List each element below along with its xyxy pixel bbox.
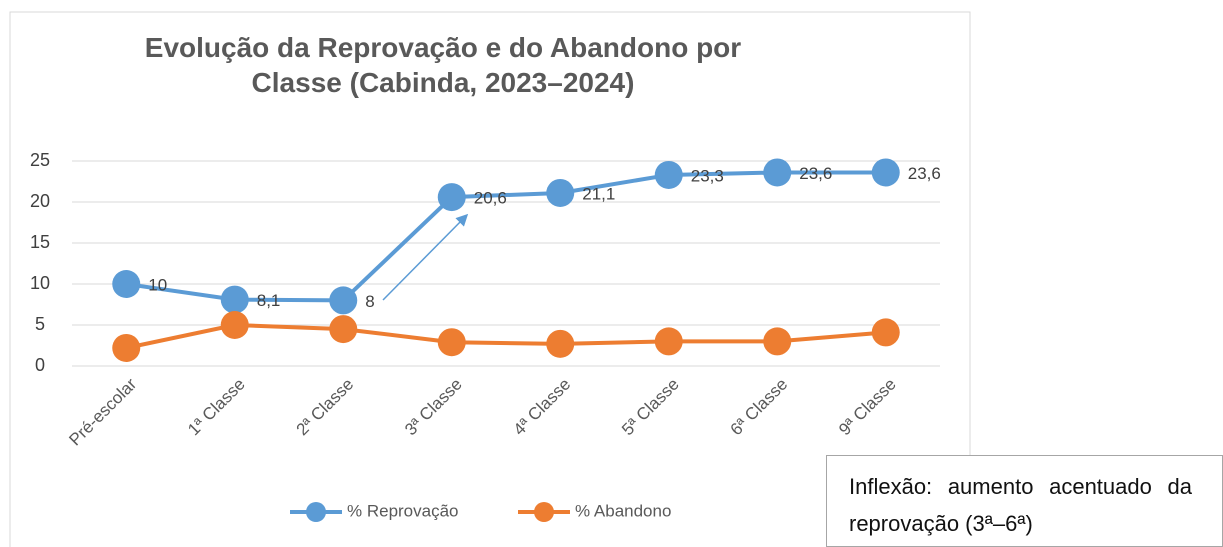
- y-tick-label: 25: [30, 150, 50, 170]
- chart-frame: [9, 11, 971, 547]
- point: [763, 158, 792, 187]
- legend-marker: [306, 502, 326, 522]
- point: [437, 328, 466, 357]
- legend-marker: [534, 502, 554, 522]
- legend-label: % Reprovação: [347, 501, 459, 520]
- arrow: [382, 213, 469, 301]
- y-tick-label: 15: [30, 232, 50, 252]
- data-label: 23,3: [691, 166, 724, 185]
- point: [546, 178, 575, 207]
- point: [546, 329, 575, 358]
- data-label: 23,6: [908, 164, 941, 183]
- y-tick-label: 0: [35, 355, 45, 375]
- data-label: 20,6: [474, 189, 507, 208]
- point: [112, 270, 141, 298]
- point: [763, 327, 792, 356]
- data-label: 23,6: [799, 164, 832, 183]
- point: [871, 158, 900, 187]
- point: [654, 327, 683, 356]
- data-label: 10: [148, 275, 167, 294]
- point: [220, 311, 249, 339]
- annotation: Inflexão: aumento acentuado da reprovaçã…: [826, 455, 1223, 547]
- point: [437, 183, 466, 212]
- data-label: 8,1: [257, 291, 281, 310]
- y-tick-label: 10: [30, 273, 50, 293]
- point: [112, 333, 141, 362]
- point: [329, 315, 358, 344]
- series-line: [125, 322, 886, 350]
- y-tick-label: 20: [30, 191, 50, 211]
- legend-label: % Abandono: [575, 501, 671, 520]
- data-label: 8: [365, 292, 374, 311]
- point: [220, 285, 249, 314]
- point: [871, 318, 900, 347]
- data-label: 21,1: [582, 184, 615, 203]
- point: [654, 160, 683, 189]
- series-line: [125, 170, 886, 303]
- y-tick-label: 5: [35, 314, 45, 334]
- chart-title: Evolução da Reprovação e do Abandono por…: [145, 32, 741, 98]
- point: [329, 286, 358, 315]
